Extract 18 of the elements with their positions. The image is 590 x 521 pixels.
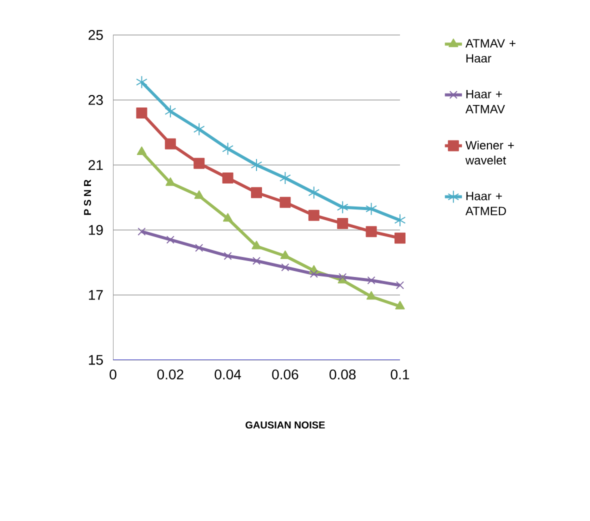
y-tick-label: 19 [88,225,103,235]
legend-label: Wiener + wavelet [465,140,514,165]
x-tick-label: 0 [110,370,116,380]
y-tick-label: 23 [88,95,103,105]
y-tick-label: 17 [88,290,103,300]
legend-label: ATMAV + Haar [465,39,516,63]
x-tick-label: 0.06 [272,370,298,380]
y-tick-label: 25 [88,30,103,40]
x-tick-label: 0.1 [390,370,410,380]
y-axis-title: P S N R [84,180,92,215]
x-tick-label: 0.02 [157,370,184,380]
legend-label: Haar + ATMAV [465,90,505,114]
y-tick-label: 15 [88,355,103,365]
y-tick-label: 21 [88,160,103,170]
legend-label: Haar + ATMED [465,192,506,216]
x-tick-label: 0.04 [214,370,242,380]
x-axis-title: GAUSIAN NOISE [246,421,325,429]
x-tick-label: 0.08 [330,370,356,380]
